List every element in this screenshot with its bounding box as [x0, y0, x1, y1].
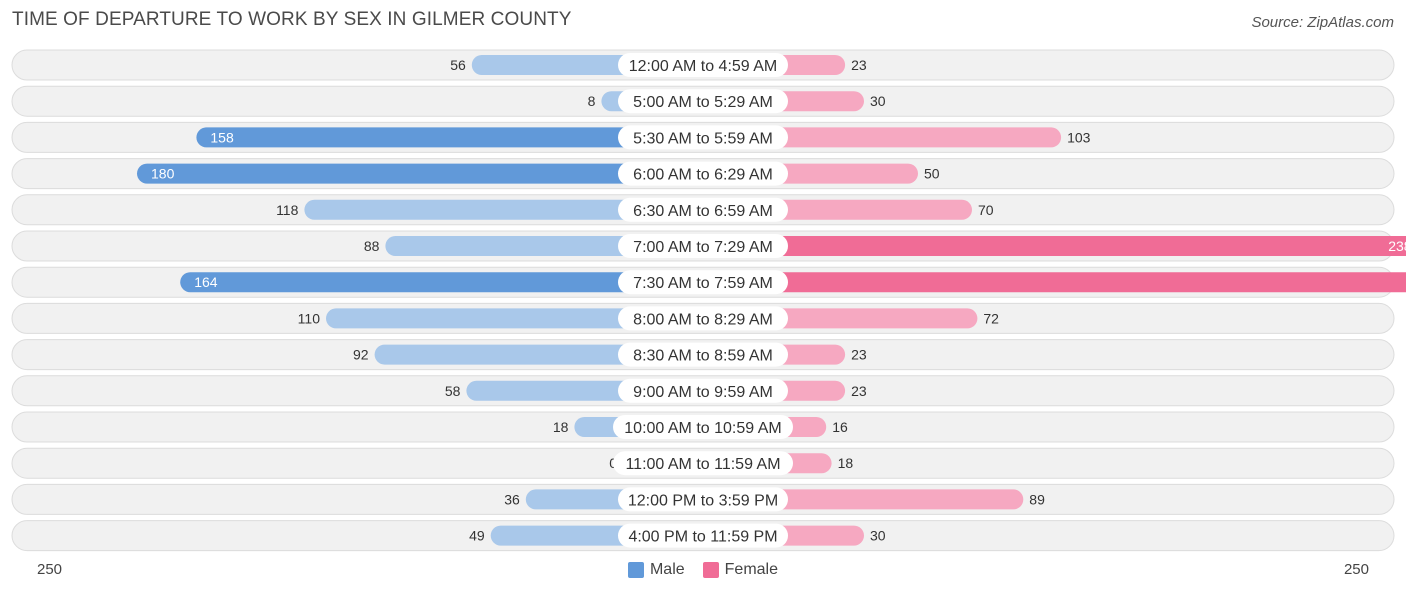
category-label: 7:30 AM to 7:59 AM [633, 275, 773, 292]
female-value-label: 238 [1388, 238, 1406, 254]
legend-label-female: Female [724, 561, 779, 578]
category-label: 7:00 AM to 7:29 AM [633, 239, 773, 256]
male-value-label: 18 [553, 419, 569, 435]
category-label: 8:00 AM to 8:29 AM [633, 311, 773, 328]
category-label: 4:00 PM to 11:59 PM [628, 529, 777, 546]
category-label: 5:00 AM to 5:29 AM [633, 94, 773, 111]
bar-row: 58 23 9:00 AM to 9:59 AM [11, 375, 1395, 407]
male-value-label: 49 [469, 528, 485, 544]
male-value-label: 88 [364, 238, 380, 254]
male-value-label: 180 [151, 166, 175, 182]
category-label-background [618, 306, 788, 331]
axis-right-label: 250 [1343, 561, 1369, 578]
male-bar [326, 308, 703, 329]
bar-row: 01811:00 AM to 11:59 AM [11, 447, 1395, 479]
male-value-label: 58 [445, 383, 461, 399]
category-label: 6:30 AM to 6:59 AM [633, 203, 773, 220]
male-value-label: 158 [210, 129, 234, 145]
female-value-label: 23 [851, 347, 867, 363]
category-label-background [618, 161, 788, 186]
male-bar [304, 199, 703, 220]
female-value-label: 103 [1067, 129, 1091, 145]
legend-label-male: Male [649, 561, 685, 578]
male-value-label: 92 [353, 347, 369, 363]
female-value-label: 72 [983, 310, 999, 326]
category-label: 9:00 AM to 9:59 AM [633, 384, 773, 401]
category-label-background [618, 487, 788, 512]
female-bar [703, 236, 1406, 256]
bar-row: 18 16 10:00 AM to 10:59 AM [11, 411, 1395, 443]
category-label: 8:30 AM to 8:59 AM [633, 348, 773, 365]
bar-row: 1642497:30 AM to 7:59 AM [11, 266, 1406, 298]
male-bar [180, 272, 703, 293]
legend-swatch-male [627, 562, 644, 578]
male-value-label: 56 [450, 57, 466, 73]
female-value-label: 23 [851, 383, 867, 399]
bar-row: 158 103 5:30 AM to 5:59 AM [11, 121, 1395, 153]
male-value-label: 118 [276, 202, 299, 218]
female-value-label: 23 [851, 57, 867, 73]
bar-row: 118 70 6:30 AM to 6:59 AM [11, 194, 1395, 226]
male-value-label: 164 [194, 274, 218, 290]
legend-item-female[interactable]: Female [702, 561, 779, 579]
legend-swatch-female [702, 562, 719, 578]
male-value-label: 8 [588, 93, 596, 109]
category-label: 12:00 PM to 3:59 PM [628, 492, 778, 509]
axis-left-label: 250 [37, 561, 63, 578]
chart-source: Source: ZipAtlas.com [1251, 14, 1394, 31]
category-label: 10:00 AM to 10:59 AM [624, 420, 781, 437]
bar-row: 180 50 6:00 AM to 6:29 AM [11, 158, 1395, 190]
female-value-label: 18 [838, 455, 854, 471]
category-label-background [618, 197, 788, 222]
category-label-background [618, 89, 788, 114]
category-label-background [618, 270, 788, 295]
category-label-background [613, 451, 793, 476]
category-label: 5:30 AM to 5:59 AM [633, 130, 773, 147]
male-value-label: 36 [504, 491, 520, 507]
female-value-label: 16 [832, 419, 848, 435]
female-bar [703, 272, 1406, 293]
category-label-background [618, 53, 788, 77]
bar-row: 56 23 12:00 AM to 4:59 AM [11, 49, 1395, 81]
chart-title: TIME OF DEPARTURE TO WORK BY SEX IN GILM… [12, 9, 572, 30]
category-label: 6:00 AM to 6:29 AM [633, 167, 773, 184]
bar-row: 8 30 5:00 AM to 5:29 AM [11, 85, 1395, 117]
bar-row: 110 72 8:00 AM to 8:29 AM [11, 302, 1395, 334]
category-label: 12:00 AM to 4:59 AM [629, 58, 778, 75]
category-label-background [618, 523, 788, 548]
bar-row: 49 30 4:00 PM to 11:59 PM [11, 520, 1395, 552]
category-label-background [613, 415, 793, 439]
category-label-background [618, 125, 788, 150]
legend-item-male[interactable]: Male [627, 561, 685, 579]
male-bar [137, 163, 703, 184]
male-bar [196, 127, 703, 148]
female-value-label: 30 [870, 528, 886, 544]
category-label-background [618, 378, 788, 403]
female-value-label: 50 [924, 166, 940, 182]
bar-row: 36 89 12:00 PM to 3:59 PM [11, 483, 1395, 515]
category-label-background [618, 234, 788, 258]
category-label-background [618, 342, 788, 367]
bar-row: 92 23 8:30 AM to 8:59 AM [11, 339, 1395, 371]
bar-row: 88 238 7:00 AM to 7:29 AM [11, 230, 1406, 262]
male-value-label: 110 [298, 310, 321, 326]
female-bar [703, 127, 1062, 148]
legend: Male Female [0, 561, 1406, 579]
category-label: 11:00 AM to 11:59 AM [625, 456, 780, 473]
female-value-label: 30 [870, 93, 886, 109]
female-value-label: 89 [1029, 491, 1045, 507]
female-value-label: 70 [978, 202, 994, 218]
